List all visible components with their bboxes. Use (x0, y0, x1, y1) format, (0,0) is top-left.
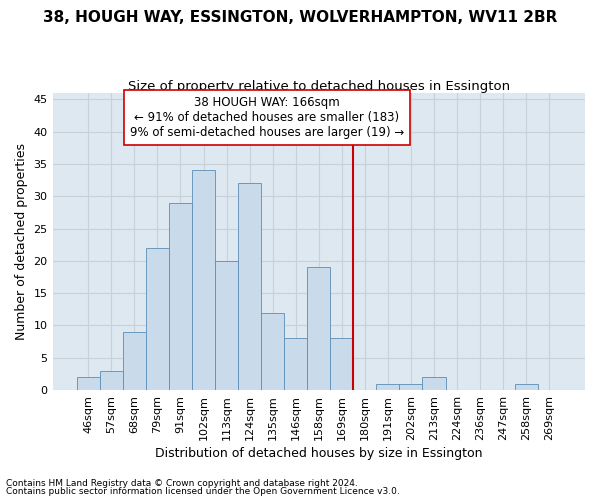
Bar (400, 384, 422, 390)
Bar (77, 377, 100, 390)
Bar (192, 170, 215, 390)
Bar (422, 377, 446, 390)
Bar (307, 268, 330, 390)
Text: 38 HOUGH WAY: 166sqm
← 91% of detached houses are smaller (183)
9% of semi-detac: 38 HOUGH WAY: 166sqm ← 91% of detached h… (130, 96, 404, 139)
Bar (515, 384, 538, 390)
X-axis label: Distribution of detached houses by size in Essington: Distribution of detached houses by size … (155, 447, 482, 460)
Text: 38, HOUGH WAY, ESSINGTON, WOLVERHAMPTON, WV11 2BR: 38, HOUGH WAY, ESSINGTON, WOLVERHAMPTON,… (43, 10, 557, 25)
Text: Contains public sector information licensed under the Open Government Licence v3: Contains public sector information licen… (6, 487, 400, 496)
Bar (215, 261, 238, 390)
Y-axis label: Number of detached properties: Number of detached properties (15, 143, 28, 340)
Bar (376, 384, 400, 390)
Bar (284, 338, 307, 390)
Bar (238, 184, 261, 390)
Bar (100, 370, 123, 390)
Title: Size of property relative to detached houses in Essington: Size of property relative to detached ho… (128, 80, 510, 93)
Bar (261, 312, 284, 390)
Text: Contains HM Land Registry data © Crown copyright and database right 2024.: Contains HM Land Registry data © Crown c… (6, 478, 358, 488)
Bar (123, 332, 146, 390)
Bar (330, 338, 353, 390)
Bar (169, 203, 192, 390)
Bar (146, 248, 169, 390)
